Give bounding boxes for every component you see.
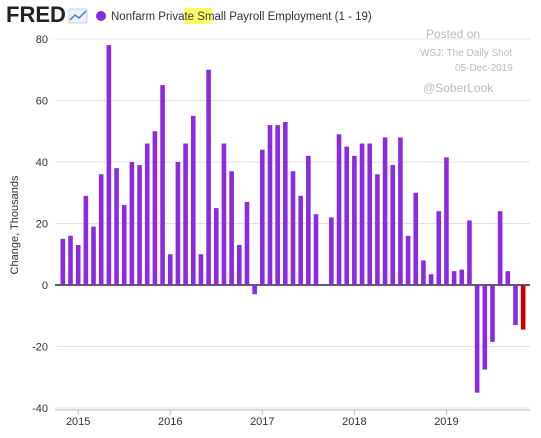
y-tick-label: 40 xyxy=(36,157,48,169)
bar xyxy=(313,214,319,285)
bar xyxy=(152,131,158,285)
bar xyxy=(98,174,104,285)
bar xyxy=(321,284,326,285)
y-tick-label: 60 xyxy=(36,96,48,108)
bar xyxy=(121,205,127,285)
bar xyxy=(213,208,219,285)
bar xyxy=(520,285,526,330)
y-tick-label: -20 xyxy=(32,342,48,354)
bar xyxy=(428,274,434,285)
y-tick-label: 0 xyxy=(42,280,48,292)
bar xyxy=(398,137,403,285)
bar xyxy=(83,195,89,285)
bar xyxy=(359,143,365,285)
bar xyxy=(236,245,242,285)
x-tick-label: 2017 xyxy=(250,416,274,428)
y-tick-label: 80 xyxy=(36,34,48,46)
bar xyxy=(329,217,334,285)
x-tick-label: 2016 xyxy=(158,416,182,428)
bar xyxy=(167,254,173,285)
logo: FRED xyxy=(6,2,66,27)
bar xyxy=(60,238,66,285)
bar xyxy=(75,245,81,285)
watermark: Posted on xyxy=(426,27,480,41)
bar xyxy=(482,285,488,370)
x-tick-label: 2018 xyxy=(342,416,366,428)
bar xyxy=(114,168,119,285)
bar xyxy=(513,285,518,325)
bar xyxy=(505,271,511,285)
bar xyxy=(344,146,350,285)
legend-swatch xyxy=(96,11,106,21)
bar xyxy=(367,143,373,285)
bar xyxy=(497,211,503,285)
bar xyxy=(183,143,188,285)
bar xyxy=(306,155,311,285)
bar xyxy=(467,220,472,285)
bar xyxy=(459,269,465,285)
bar xyxy=(283,122,288,286)
bar xyxy=(91,226,96,285)
bar xyxy=(290,171,296,285)
bar xyxy=(375,174,380,285)
bar xyxy=(160,85,165,285)
bar xyxy=(137,165,142,285)
watermark: 05-Dec-2019 xyxy=(455,63,513,74)
bar xyxy=(405,235,411,285)
bar xyxy=(252,285,257,295)
bar xyxy=(106,45,112,286)
y-tick-label: 20 xyxy=(36,219,48,231)
bar xyxy=(298,195,303,285)
bar xyxy=(474,285,480,393)
bar xyxy=(206,69,211,285)
logo-icon xyxy=(68,8,88,24)
x-tick-label: 2019 xyxy=(434,416,458,428)
bar xyxy=(190,115,196,285)
bar xyxy=(68,235,73,285)
bar xyxy=(229,171,234,285)
x-tick-label: 2015 xyxy=(66,416,90,428)
watermark: WSJ: The Daily Shot xyxy=(420,48,512,59)
bar xyxy=(198,254,204,285)
bar xyxy=(267,125,273,285)
bar xyxy=(490,285,495,342)
bar xyxy=(275,125,280,285)
bar xyxy=(451,271,457,285)
bar xyxy=(421,260,426,285)
bar xyxy=(244,201,250,285)
watermark: @SoberLook xyxy=(423,81,494,95)
legend-highlight xyxy=(184,8,212,24)
bar xyxy=(175,162,181,285)
bar xyxy=(144,143,150,285)
bar xyxy=(260,149,265,285)
bar xyxy=(436,211,442,285)
bar xyxy=(444,157,449,285)
bar xyxy=(352,155,357,285)
bar xyxy=(129,162,135,285)
bar xyxy=(336,134,342,285)
bar xyxy=(382,137,388,285)
bar xyxy=(413,192,419,285)
legend-label: Nonfarm Private Small Payroll Employment… xyxy=(111,11,372,23)
y-axis-label: Change, Thousands xyxy=(9,175,21,274)
bar xyxy=(390,165,396,285)
y-tick-label: -40 xyxy=(32,403,48,415)
bar xyxy=(221,143,227,285)
